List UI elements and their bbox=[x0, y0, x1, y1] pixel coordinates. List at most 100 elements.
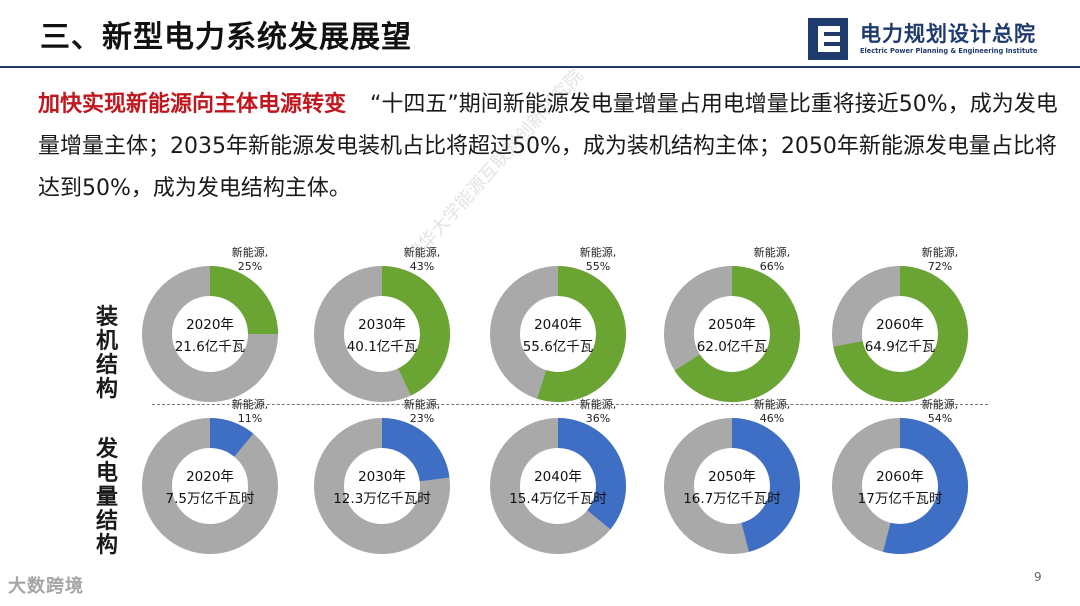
donut-capacity-0: 新能源, 25% 2020年 21.6亿千瓦 bbox=[140, 246, 300, 424]
donut-generation-2: 新能源, 36% 2040年 15.4万亿千瓦时 bbox=[488, 398, 648, 576]
donut-year: 2030年 bbox=[358, 469, 406, 485]
donut-total: 21.6亿千瓦 bbox=[174, 339, 246, 355]
donut-svg bbox=[142, 418, 278, 554]
row-label-capacity: 装机结构 bbox=[95, 305, 118, 402]
slice-label: 新能源, 55% bbox=[568, 246, 628, 274]
logo-name-cn: 电力规划设计总院 bbox=[860, 22, 1036, 46]
slice-label: 新能源, 25% bbox=[220, 246, 280, 274]
slice-label-value: 46% bbox=[759, 412, 785, 425]
slice-label: 新能源, 72% bbox=[910, 246, 970, 274]
donut-year: 2020年 bbox=[186, 317, 234, 333]
slice-label-name: 新能源, bbox=[921, 398, 959, 411]
donut-svg bbox=[314, 266, 451, 402]
slice-label-name: 新能源, bbox=[231, 246, 269, 259]
donut-slice-new-energy bbox=[210, 266, 278, 334]
donut-year: 2030年 bbox=[358, 317, 406, 333]
slice-label-name: 新能源, bbox=[753, 398, 791, 411]
donut-year: 2040年 bbox=[534, 469, 582, 485]
donut-center-label: 2050年 62.0亿千瓦 bbox=[662, 314, 802, 358]
donut-svg bbox=[832, 418, 969, 554]
donut-capacity-2: 新能源, 55% 2040年 55.6亿千瓦 bbox=[488, 246, 648, 424]
donut-center-label: 2060年 64.9亿千瓦 bbox=[830, 314, 970, 358]
donut-year: 2050年 bbox=[708, 317, 756, 333]
donut-slice-new-energy bbox=[210, 418, 254, 457]
donut-total: 7.5万亿千瓦时 bbox=[165, 491, 255, 507]
slice-label-name: 新能源, bbox=[753, 246, 791, 259]
donut-slice-new-energy bbox=[833, 266, 968, 402]
donut-generation-3: 新能源, 46% 2050年 16.7万亿千瓦时 bbox=[662, 398, 822, 576]
donut-svg bbox=[664, 266, 801, 402]
row-divider bbox=[152, 404, 988, 405]
donut-total: 64.9亿千瓦 bbox=[864, 339, 936, 355]
donut-center-label: 2020年 7.5万亿千瓦时 bbox=[140, 466, 280, 510]
slice-label-name: 新能源, bbox=[579, 246, 617, 259]
slice-label-name: 新能源, bbox=[403, 246, 441, 259]
donut-year: 2060年 bbox=[876, 469, 924, 485]
donut-svg bbox=[490, 418, 626, 554]
donut-capacity-3: 新能源, 66% 2050年 62.0亿千瓦 bbox=[662, 246, 822, 424]
donut-generation-1: 新能源, 23% 2030年 12.3万亿千瓦时 bbox=[312, 398, 472, 576]
slice-label-value: 66% bbox=[759, 260, 785, 273]
donut-svg bbox=[664, 418, 800, 554]
slice-label-value: 11% bbox=[237, 412, 263, 425]
slice-label-name: 新能源, bbox=[403, 398, 441, 411]
row-label-generation: 发电量结构 bbox=[95, 437, 118, 558]
donut-slice-new-energy bbox=[883, 418, 969, 554]
slice-label: 新能源, 36% bbox=[568, 398, 628, 426]
slice-label-name: 新能源, bbox=[231, 398, 269, 411]
header-rule bbox=[0, 66, 1080, 68]
donut-slice-new-energy bbox=[382, 418, 450, 482]
donut-svg bbox=[314, 418, 450, 554]
donut-slice-new-energy bbox=[382, 266, 451, 396]
donut-svg bbox=[490, 266, 627, 402]
donut-total: 40.1亿千瓦 bbox=[346, 339, 418, 355]
slice-label-value: 23% bbox=[409, 412, 435, 425]
slice-label-value: 43% bbox=[409, 260, 435, 273]
donut-center-label: 2050年 16.7万亿千瓦时 bbox=[662, 466, 802, 510]
logo: 电力规划设计总院 Electric Power Planning & Engin… bbox=[808, 18, 1048, 62]
slice-label: 新能源, 66% bbox=[742, 246, 802, 274]
summary-paragraph: 加快实现新能源向主体电源转变 “十四五”期间新能源发电量增量占用电增量比重将接近5… bbox=[38, 84, 1058, 210]
slice-label: 新能源, 11% bbox=[220, 398, 280, 426]
donut-year: 2020年 bbox=[186, 469, 234, 485]
donut-slice-new-energy bbox=[674, 266, 801, 402]
donut-center-label: 2060年 17万亿千瓦时 bbox=[830, 466, 970, 510]
donut-slice-new-energy bbox=[558, 418, 626, 530]
donut-slice-new-energy bbox=[536, 266, 627, 402]
slice-label: 新能源, 23% bbox=[392, 398, 452, 426]
logo-name-en: Electric Power Planning & Engineering In… bbox=[860, 47, 1038, 55]
slice-label-value: 36% bbox=[585, 412, 611, 425]
donut-center-label: 2040年 15.4万亿千瓦时 bbox=[488, 466, 628, 510]
donut-total: 62.0亿千瓦 bbox=[696, 339, 768, 355]
donut-total: 12.3万亿千瓦时 bbox=[333, 491, 431, 507]
donut-capacity-4: 新能源, 72% 2060年 64.9亿千瓦 bbox=[830, 246, 990, 424]
donut-capacity-1: 新能源, 43% 2030年 40.1亿千瓦 bbox=[312, 246, 472, 424]
slice-label: 新能源, 54% bbox=[910, 398, 970, 426]
logo-mark-icon bbox=[808, 18, 848, 60]
donut-total: 15.4万亿千瓦时 bbox=[509, 491, 607, 507]
donut-year: 2050年 bbox=[708, 469, 756, 485]
slice-label-value: 54% bbox=[927, 412, 953, 425]
slice-label: 新能源, 46% bbox=[742, 398, 802, 426]
donut-svg bbox=[142, 266, 278, 402]
slice-label-value: 25% bbox=[237, 260, 263, 273]
summary-text: “十四五”期间新能源发电量增量占用电增量比重将接近50%，成为发电量增量主体；2… bbox=[38, 92, 1058, 201]
slice-label-value: 72% bbox=[927, 260, 953, 273]
page-title: 三、新型电力系统发展展望 bbox=[40, 20, 412, 55]
donut-generation-0: 新能源, 11% 2020年 7.5万亿千瓦时 bbox=[140, 398, 300, 576]
donut-total: 17万亿千瓦时 bbox=[857, 491, 943, 507]
donut-svg bbox=[832, 266, 968, 402]
donut-slice-new-energy bbox=[732, 418, 800, 552]
slice-label-value: 55% bbox=[585, 260, 611, 273]
donut-center-label: 2030年 12.3万亿千瓦时 bbox=[312, 466, 452, 510]
slice-label: 新能源, 43% bbox=[392, 246, 452, 274]
donut-total: 16.7万亿千瓦时 bbox=[683, 491, 781, 507]
donut-generation-4: 新能源, 54% 2060年 17万亿千瓦时 bbox=[830, 398, 990, 576]
donut-center-label: 2030年 40.1亿千瓦 bbox=[312, 314, 452, 358]
donut-year: 2060年 bbox=[876, 317, 924, 333]
donut-year: 2040年 bbox=[534, 317, 582, 333]
donut-center-label: 2040年 55.6亿千瓦 bbox=[488, 314, 628, 358]
footer-watermark: 大数跨境 bbox=[8, 576, 84, 597]
donut-center-label: 2020年 21.6亿千瓦 bbox=[140, 314, 280, 358]
slice-label-name: 新能源, bbox=[921, 246, 959, 259]
